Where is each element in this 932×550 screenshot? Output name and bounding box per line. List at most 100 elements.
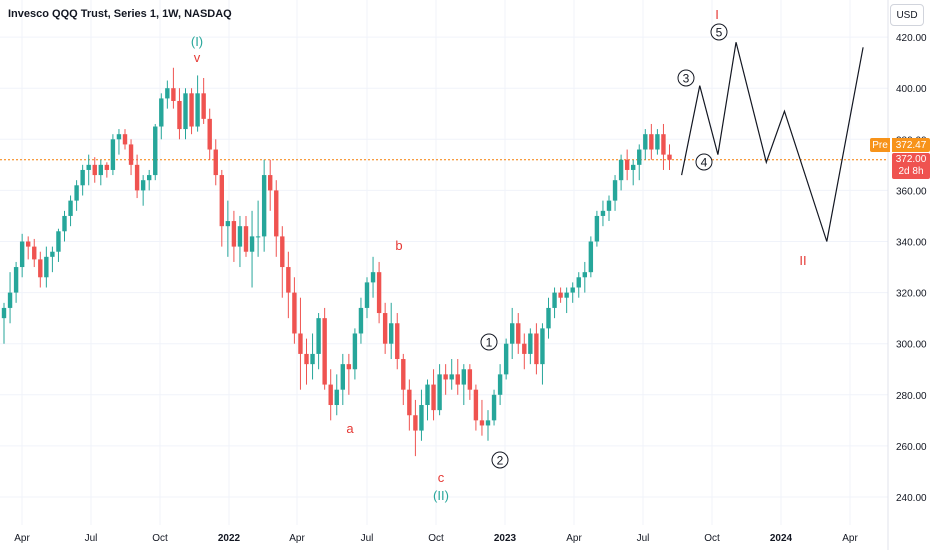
candle-body bbox=[98, 164, 103, 176]
candle-body bbox=[110, 139, 116, 170]
circled-wave-label: 2 bbox=[497, 454, 504, 468]
candle-body bbox=[413, 415, 418, 431]
x-tick-label: Jul bbox=[637, 533, 650, 544]
candle-body bbox=[395, 323, 400, 360]
candle-body bbox=[516, 323, 521, 344]
candle-body bbox=[280, 236, 285, 268]
circled-wave-marker bbox=[695, 153, 713, 171]
candle-body bbox=[7, 292, 13, 308]
candle-body bbox=[171, 88, 176, 101]
candle-body bbox=[189, 93, 194, 127]
candle-body bbox=[140, 180, 146, 191]
wave-label: c bbox=[438, 470, 445, 485]
candle-body bbox=[570, 287, 575, 293]
currency-button[interactable]: USD bbox=[890, 4, 924, 26]
candle-body bbox=[86, 164, 91, 170]
candle-body bbox=[44, 256, 49, 278]
candle-body bbox=[637, 149, 642, 165]
x-tick-label: Apr bbox=[566, 533, 582, 544]
x-tick-label: Oct bbox=[152, 533, 168, 544]
candle-body bbox=[479, 420, 485, 426]
x-tick-label: Oct bbox=[428, 533, 444, 544]
candle-body bbox=[588, 241, 594, 273]
candle-body bbox=[503, 343, 509, 375]
circled-wave-marker bbox=[491, 451, 509, 469]
x-tick-label: 2023 bbox=[494, 533, 517, 544]
y-axis-ticks: 240.00 260.00 280.00 300.00 320.00 340.00 360.… bbox=[896, 33, 927, 504]
candle-body bbox=[19, 241, 25, 268]
candle-body bbox=[358, 307, 364, 334]
candle-body bbox=[165, 88, 170, 99]
x-tick-label: Apr bbox=[289, 533, 305, 544]
wave-label: II bbox=[799, 253, 806, 268]
circled-wave-label: 5 bbox=[716, 26, 723, 40]
candle-body bbox=[382, 313, 388, 344]
candle-body bbox=[195, 93, 200, 127]
candle-body bbox=[231, 221, 237, 247]
candle-body bbox=[376, 272, 382, 314]
candle-body bbox=[624, 159, 630, 170]
candle-body bbox=[491, 394, 497, 421]
y-tick-label: 320.00 bbox=[896, 289, 927, 300]
circled-wave-label: 4 bbox=[701, 156, 708, 170]
candle-body bbox=[370, 272, 376, 283]
candle-body bbox=[249, 236, 255, 252]
candle-body bbox=[364, 282, 370, 308]
candle-body bbox=[594, 215, 600, 242]
candle-body bbox=[74, 185, 79, 201]
y-tick-label: 360.00 bbox=[896, 186, 927, 197]
candle-body bbox=[455, 374, 460, 385]
candle-body bbox=[437, 374, 442, 411]
candle-body bbox=[13, 267, 19, 293]
candle-body bbox=[667, 154, 672, 160]
candle-body bbox=[80, 169, 85, 186]
last-price: 372.00 bbox=[895, 154, 927, 165]
wave-label: (II) bbox=[433, 488, 449, 503]
last-price-label: 372.00 2d 8h bbox=[892, 153, 930, 179]
candle-body bbox=[225, 221, 231, 227]
chart-title: Invesco QQQ Trust, Series 1, 1W, NASDAQ bbox=[8, 8, 232, 20]
candle-body bbox=[237, 226, 243, 247]
x-tick-label: 2024 bbox=[770, 533, 793, 544]
candle-body bbox=[497, 374, 503, 395]
wave-label: a bbox=[346, 421, 354, 436]
candle-body bbox=[407, 389, 412, 416]
candle-body bbox=[32, 246, 37, 260]
candle-body bbox=[558, 292, 563, 298]
candle-body bbox=[643, 134, 648, 150]
candle-body bbox=[219, 175, 224, 227]
candle-body bbox=[618, 159, 624, 181]
candle-body bbox=[340, 364, 345, 390]
candle-body bbox=[261, 175, 267, 237]
candle-body bbox=[38, 259, 43, 278]
candle-body bbox=[255, 236, 261, 238]
candle-body bbox=[104, 164, 110, 170]
candle-body bbox=[50, 251, 55, 257]
candle-body bbox=[122, 134, 128, 145]
candle-body bbox=[177, 100, 182, 130]
candle-body bbox=[425, 384, 430, 406]
wave-label: I bbox=[715, 7, 719, 22]
candle-body bbox=[207, 118, 212, 150]
candle-body bbox=[649, 134, 654, 150]
candle-body bbox=[467, 369, 473, 390]
candle-body bbox=[540, 328, 545, 365]
candle-body bbox=[316, 318, 321, 354]
candle-body bbox=[443, 374, 448, 380]
candlestick-series bbox=[1, 67, 672, 457]
candle-body bbox=[62, 215, 67, 232]
candle-body bbox=[485, 420, 491, 426]
wave-label: v bbox=[194, 50, 201, 65]
candle-body bbox=[328, 384, 333, 406]
candle-body bbox=[292, 292, 297, 334]
x-tick-label: Jul bbox=[361, 533, 374, 544]
candle-body bbox=[68, 200, 73, 216]
circled-wave-marker bbox=[710, 23, 728, 41]
candle-body bbox=[449, 374, 454, 380]
candle-body bbox=[352, 333, 358, 370]
y-tick-label: 400.00 bbox=[896, 84, 927, 95]
candle-body bbox=[128, 144, 134, 165]
candle-body bbox=[159, 98, 164, 127]
candle-body bbox=[56, 231, 61, 252]
